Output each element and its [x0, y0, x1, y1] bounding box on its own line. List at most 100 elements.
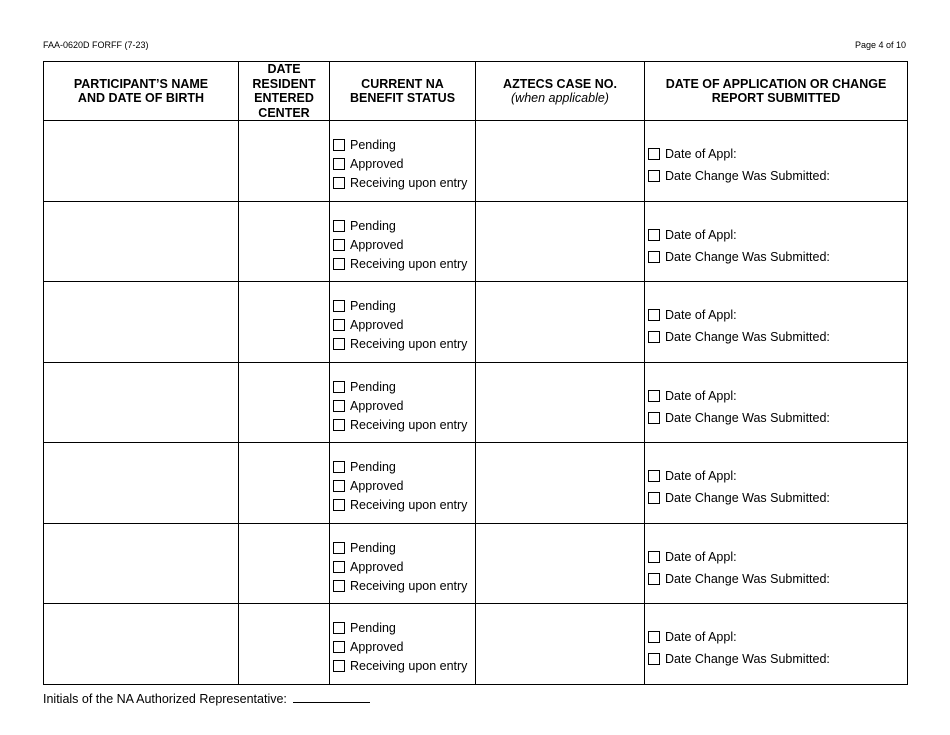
status-option-approved[interactable]: Approved — [333, 238, 404, 252]
checkbox[interactable] — [648, 492, 660, 504]
case-no-cell[interactable] — [475, 361, 645, 443]
checkbox[interactable] — [648, 148, 660, 160]
status-option-approved[interactable]: Approved — [333, 479, 404, 493]
date-entered-cell[interactable] — [238, 603, 330, 685]
name-dob-cell[interactable] — [43, 200, 239, 282]
checkbox[interactable] — [333, 541, 345, 554]
checkbox[interactable] — [648, 631, 660, 643]
status-cell: Pending Approved Receiving upon entry — [329, 200, 476, 282]
date-of-appl-option[interactable]: Date of Appl: — [648, 630, 737, 644]
status-cell: Pending Approved Receiving upon entry — [329, 522, 476, 604]
status-option-receiving-upon-entry[interactable]: Receiving upon entry — [333, 659, 467, 673]
date-change-submitted-option[interactable]: Date Change Was Submitted: — [648, 250, 830, 264]
checkbox[interactable] — [333, 399, 345, 412]
checkbox[interactable] — [648, 170, 660, 182]
checkbox[interactable] — [333, 319, 345, 331]
case-no-cell[interactable] — [475, 120, 645, 202]
initials-field[interactable] — [292, 690, 370, 703]
checkbox[interactable] — [333, 579, 345, 592]
name-dob-cell[interactable] — [43, 522, 239, 604]
checkbox[interactable] — [333, 139, 345, 151]
option-label: Receiving upon entry — [350, 659, 468, 673]
date-change-submitted-option[interactable]: Date Change Was Submitted: — [648, 330, 830, 344]
status-option-receiving-upon-entry[interactable]: Receiving upon entry — [333, 579, 467, 593]
date-entered-cell[interactable] — [238, 200, 330, 282]
date-entered-cell[interactable] — [238, 442, 330, 524]
status-option-pending[interactable]: Pending — [333, 621, 396, 635]
option-label: Approved — [350, 237, 404, 252]
status-option-pending[interactable]: Pending — [333, 380, 396, 394]
checkbox[interactable] — [648, 309, 660, 321]
checkbox[interactable] — [333, 219, 345, 232]
date-change-submitted-option[interactable]: Date Change Was Submitted: — [648, 411, 830, 425]
status-option-receiving-upon-entry[interactable]: Receiving upon entry — [333, 257, 467, 271]
checkbox[interactable] — [333, 418, 345, 431]
name-dob-cell[interactable] — [43, 120, 239, 202]
status-option-pending[interactable]: Pending — [333, 541, 396, 555]
checkbox[interactable] — [648, 572, 660, 585]
status-option-approved[interactable]: Approved — [333, 318, 404, 332]
status-option-pending[interactable]: Pending — [333, 219, 396, 233]
case-no-cell[interactable] — [475, 200, 645, 282]
checkbox[interactable] — [333, 461, 345, 473]
date-of-appl-option[interactable]: Date of Appl: — [648, 308, 737, 322]
checkbox[interactable] — [333, 158, 345, 170]
checkbox[interactable] — [333, 338, 345, 350]
name-dob-cell[interactable] — [43, 361, 239, 443]
date-of-appl-option[interactable]: Date of Appl: — [648, 389, 737, 403]
checkbox[interactable] — [648, 228, 660, 241]
date-entered-cell[interactable] — [238, 522, 330, 604]
checkbox[interactable] — [333, 177, 345, 189]
option-label: Approved — [350, 479, 404, 493]
status-option-pending[interactable]: Pending — [333, 138, 396, 152]
date-entered-cell[interactable] — [238, 120, 330, 202]
status-option-receiving-upon-entry[interactable]: Receiving upon entry — [333, 176, 467, 190]
date-change-submitted-option[interactable]: Date Change Was Submitted: — [648, 652, 830, 666]
checkbox[interactable] — [333, 238, 345, 251]
case-no-cell[interactable] — [475, 603, 645, 685]
date-change-submitted-option[interactable]: Date Change Was Submitted: — [648, 491, 830, 505]
case-no-cell[interactable] — [475, 442, 645, 524]
status-option-approved[interactable]: Approved — [333, 640, 404, 654]
checkbox[interactable] — [333, 641, 345, 653]
case-no-cell[interactable] — [475, 281, 645, 363]
status-option-pending[interactable]: Pending — [333, 460, 396, 474]
checkbox[interactable] — [648, 389, 660, 402]
checkbox[interactable] — [333, 257, 345, 270]
checkbox[interactable] — [333, 499, 345, 511]
table-header-row: PARTICIPANT’S NAME AND DATE OF BIRTH DAT… — [43, 61, 908, 121]
status-option-receiving-upon-entry[interactable]: Receiving upon entry — [333, 418, 467, 432]
date-of-appl-option[interactable]: Date of Appl: — [648, 550, 737, 564]
checkbox[interactable] — [648, 250, 660, 263]
status-option-pending[interactable]: Pending — [333, 299, 396, 313]
checkbox[interactable] — [648, 411, 660, 424]
date-entered-cell[interactable] — [238, 281, 330, 363]
name-dob-cell[interactable] — [43, 281, 239, 363]
status-option-approved[interactable]: Approved — [333, 560, 404, 574]
checkbox[interactable] — [333, 660, 345, 672]
date-entered-cell[interactable] — [238, 361, 330, 443]
date-of-appl-option[interactable]: Date of Appl: — [648, 147, 737, 161]
name-dob-cell[interactable] — [43, 442, 239, 524]
name-dob-cell[interactable] — [43, 603, 239, 685]
checkbox[interactable] — [333, 560, 345, 573]
status-option-receiving-upon-entry[interactable]: Receiving upon entry — [333, 498, 467, 512]
status-option-approved[interactable]: Approved — [333, 157, 404, 171]
date-of-appl-option[interactable]: Date of Appl: — [648, 228, 737, 242]
date-change-submitted-option[interactable]: Date Change Was Submitted: — [648, 169, 830, 183]
date-of-appl-option[interactable]: Date of Appl: — [648, 469, 737, 483]
checkbox[interactable] — [648, 653, 660, 665]
checkbox[interactable] — [333, 622, 345, 634]
case-no-cell[interactable] — [475, 522, 645, 604]
status-option-receiving-upon-entry[interactable]: Receiving upon entry — [333, 337, 467, 351]
date-change-submitted-option[interactable]: Date Change Was Submitted: — [648, 572, 830, 586]
checkbox[interactable] — [333, 380, 345, 393]
checkbox[interactable] — [333, 480, 345, 492]
checkbox[interactable] — [648, 331, 660, 343]
checkbox[interactable] — [333, 300, 345, 312]
checkbox[interactable] — [648, 470, 660, 482]
checkbox[interactable] — [648, 550, 660, 563]
status-option-approved[interactable]: Approved — [333, 399, 404, 413]
option-label: Date of Appl: — [665, 227, 737, 242]
initials-label: Initials of the NA Authorized Representa… — [43, 692, 287, 706]
